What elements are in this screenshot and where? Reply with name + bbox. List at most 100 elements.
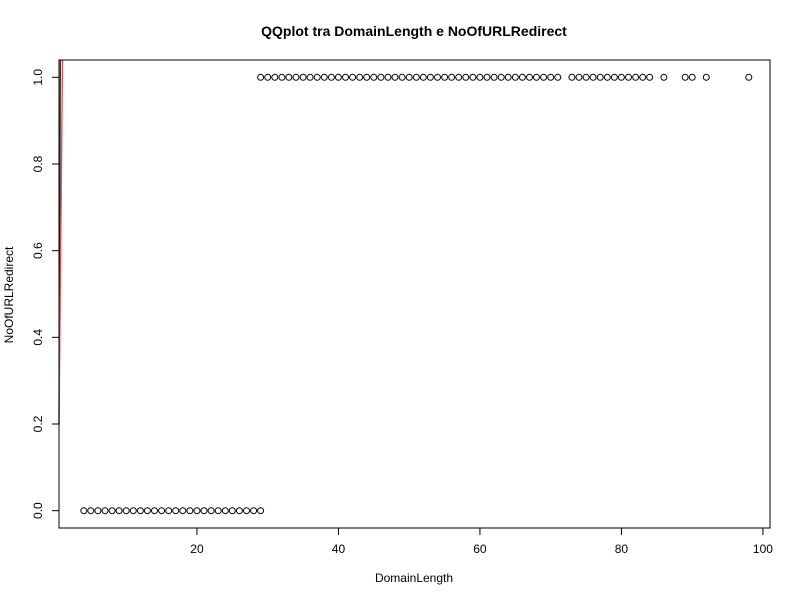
- data-point: [80, 507, 88, 515]
- data-point: [639, 73, 647, 81]
- data-point: [214, 507, 222, 515]
- data-point: [646, 73, 654, 81]
- data-point: [207, 507, 215, 515]
- data-point: [504, 73, 512, 81]
- data-point: [158, 507, 166, 515]
- data-point: [129, 507, 137, 515]
- data-point: [398, 73, 406, 81]
- data-point: [688, 73, 696, 81]
- data-point: [469, 73, 477, 81]
- data-point: [115, 507, 123, 515]
- plot-frame: [58, 59, 771, 529]
- data-point: [257, 73, 265, 81]
- data-point: [285, 73, 293, 81]
- data-point: [526, 73, 533, 81]
- data-point: [172, 507, 180, 515]
- data-point: [377, 73, 385, 81]
- data-point: [448, 73, 456, 81]
- data-point: [391, 73, 399, 81]
- data-point: [264, 73, 272, 81]
- y-tick-label: 0.4: [31, 329, 45, 346]
- data-point: [200, 507, 208, 515]
- data-point: [582, 73, 590, 81]
- y-tick-label: 0.2: [31, 415, 45, 432]
- data-point: [632, 73, 640, 81]
- data-point: [151, 507, 158, 515]
- y-axis-label: NoOfURLRedirect: [2, 246, 16, 343]
- data-point: [575, 73, 583, 81]
- data-point: [292, 73, 300, 81]
- x-tick-label: 20: [190, 542, 204, 556]
- data-point: [405, 73, 413, 81]
- data-point: [179, 507, 187, 515]
- data-point: [243, 507, 250, 515]
- data-point: [681, 73, 689, 81]
- data-point: [334, 73, 342, 81]
- data-point: [363, 73, 371, 81]
- data-point: [327, 73, 335, 81]
- x-tick-label: 40: [332, 542, 346, 556]
- data-point: [568, 73, 576, 81]
- data-point: [533, 73, 540, 81]
- data-point: [221, 507, 229, 515]
- y-tick-label: 1.0: [31, 69, 45, 86]
- data-point: [617, 73, 625, 81]
- data-point: [165, 507, 173, 515]
- data-point: [356, 73, 364, 81]
- data-point: [540, 73, 548, 81]
- data-point: [108, 507, 116, 515]
- data-point: [511, 73, 519, 81]
- data-point: [462, 73, 470, 81]
- data-point: [596, 73, 604, 81]
- data-point: [434, 73, 441, 81]
- data-point: [299, 73, 307, 81]
- data-point: [483, 73, 491, 81]
- data-point: [547, 73, 555, 81]
- data-point: [426, 73, 434, 81]
- data-point: [349, 73, 357, 81]
- data-point: [306, 73, 314, 81]
- y-tick-label: 0.8: [31, 155, 45, 172]
- data-point: [136, 507, 144, 515]
- data-point: [455, 73, 463, 81]
- data-point: [441, 73, 449, 81]
- data-point: [193, 507, 201, 515]
- reference-line: [58, 59, 64, 425]
- data-point: [228, 507, 236, 515]
- data-point: [476, 73, 484, 81]
- data-point: [745, 73, 753, 81]
- data-point: [554, 73, 562, 81]
- y-tick-label: 0.6: [31, 242, 45, 259]
- data-point: [271, 73, 279, 81]
- data-point: [320, 73, 328, 81]
- x-tick-label: 80: [615, 542, 629, 556]
- x-tick-label: 60: [473, 542, 487, 556]
- data-point: [419, 73, 427, 81]
- data-point: [101, 507, 109, 515]
- data-point: [122, 507, 130, 515]
- data-point: [497, 73, 505, 81]
- data-point: [186, 507, 194, 515]
- data-point: [412, 73, 420, 81]
- data-point: [660, 73, 668, 81]
- data-point: [625, 73, 632, 81]
- data-point: [94, 507, 102, 515]
- y-tick-label: 0.0: [31, 502, 45, 519]
- data-point: [490, 73, 498, 81]
- x-tick-label: 100: [753, 542, 773, 556]
- chart-title: QQplot tra DomainLength e NoOfURLRedirec…: [261, 23, 567, 39]
- data-point: [313, 73, 321, 81]
- data-point: [235, 507, 243, 515]
- data-point: [702, 73, 710, 81]
- data-point: [518, 73, 526, 81]
- data-point: [370, 73, 378, 81]
- data-point: [603, 73, 611, 81]
- data-point: [278, 73, 286, 81]
- data-point: [257, 507, 265, 515]
- data-point: [610, 73, 618, 81]
- data-point: [250, 507, 258, 515]
- data-point: [342, 73, 349, 81]
- data-point: [384, 73, 392, 81]
- data-point: [87, 507, 95, 515]
